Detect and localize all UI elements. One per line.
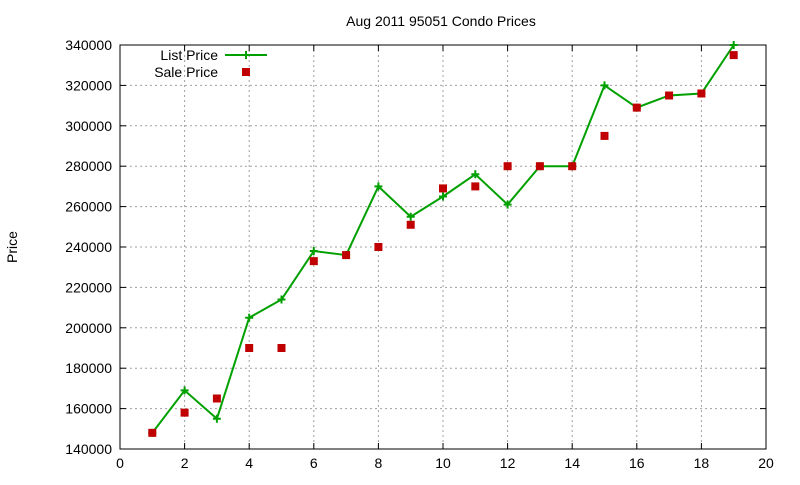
data-point [212, 414, 221, 423]
data-point [535, 162, 544, 171]
data-point [277, 295, 286, 304]
data-point [568, 162, 577, 171]
data-point [471, 182, 480, 191]
data-point [439, 184, 447, 193]
data-point [245, 313, 254, 322]
x-tick-label: 14 [564, 455, 580, 471]
x-tick-label: 18 [694, 455, 710, 471]
y-tick-label: 280000 [65, 158, 112, 174]
data-point [406, 220, 415, 229]
data-point [277, 344, 286, 352]
series-sale-price [148, 51, 738, 437]
x-tick-label: 20 [758, 455, 774, 471]
data-point [374, 182, 383, 191]
data-point [245, 344, 254, 352]
y-axis-label: Price [4, 231, 20, 263]
data-point [729, 51, 738, 60]
x-tick-label: 10 [435, 455, 451, 471]
data-point [439, 192, 447, 201]
y-tick-label: 180000 [65, 360, 112, 376]
y-tick-label: 160000 [65, 401, 112, 417]
data-point [406, 212, 415, 221]
y-tick-label: 320000 [65, 77, 112, 93]
data-point [212, 394, 221, 403]
series-line [151, 44, 735, 434]
data-point [729, 41, 738, 49]
y-tick-label: 300000 [65, 118, 112, 134]
y-tick-label: 340000 [65, 37, 112, 53]
x-tick-label: 8 [375, 455, 383, 471]
x-tick-label: 6 [310, 455, 318, 471]
y-tick-label: 240000 [65, 239, 112, 255]
x-tick-label: 4 [245, 455, 253, 471]
data-point [309, 247, 318, 256]
x-tick-label: 16 [629, 455, 645, 471]
data-point [309, 257, 318, 266]
y-tick-label: 140000 [65, 441, 112, 457]
data-point [632, 103, 641, 112]
data-point [180, 408, 189, 417]
series [148, 41, 738, 437]
x-tick-label: 2 [181, 455, 189, 471]
grid [120, 45, 766, 449]
data-point [503, 200, 512, 209]
y-tick-label: 260000 [65, 199, 112, 215]
legend-label: List Price [160, 47, 218, 63]
data-point [180, 386, 189, 395]
legend-swatch-marker [242, 51, 250, 59]
x-tick-label: 0 [116, 455, 124, 471]
data-point [148, 428, 157, 437]
x-tick-label: 12 [500, 455, 516, 471]
axis-ticks: 0 2 4 6 8 10 12 14 16 18 20 140000 160000 180000 20000… [65, 37, 774, 471]
y-tick-label: 220000 [65, 279, 112, 295]
data-point [374, 243, 383, 251]
chart-title: Aug 2011 95051 Condo Prices [346, 13, 536, 29]
legend-swatch-marker [242, 68, 250, 76]
data-point [600, 131, 609, 140]
data-point [600, 81, 609, 90]
y-tick-label: 200000 [65, 320, 112, 336]
data-point [471, 170, 480, 179]
data-point [697, 89, 706, 98]
data-point [342, 251, 351, 260]
data-point [665, 91, 674, 100]
legend-label: Sale Price [154, 64, 218, 80]
data-point [503, 162, 512, 171]
